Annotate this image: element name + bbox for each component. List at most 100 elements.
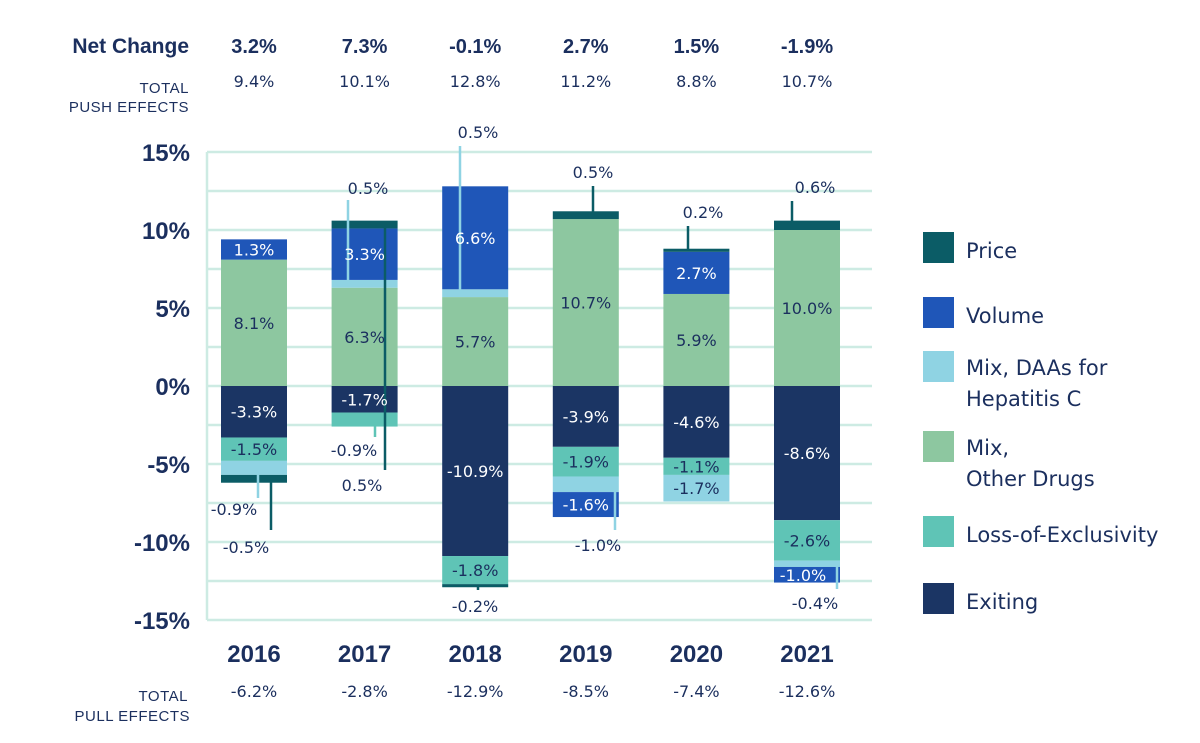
bar-mix-other-drugs: [221, 259, 287, 386]
y-tick-label: -5%: [147, 452, 190, 479]
segment-label: -1.7%: [341, 390, 387, 409]
pull-effect-value: -12.6%: [779, 682, 836, 701]
push-effect-value: 10.7%: [782, 72, 833, 91]
chart-footer-rows: -6.2% -2.8% -12.9% -8.5% -7.4% -12.6% TOTAL PUL…: [75, 682, 836, 725]
pull-effect-value: -7.4%: [673, 682, 719, 701]
segment-label: -1.6%: [563, 496, 609, 515]
net-change-heading: Net Change: [72, 35, 189, 58]
push-effects-heading: PUSH EFFECTS: [69, 99, 189, 116]
segment-label: -0.4%: [792, 594, 838, 613]
legend-swatch: [923, 232, 954, 263]
x-axis: 2016 2017 2018 2019 2020 2021: [227, 641, 833, 668]
net-change-value: -1.9%: [781, 36, 833, 58]
bar-price: [442, 584, 509, 588]
bar-loss-of-exclusivity: [774, 520, 840, 561]
push-effect-value: 12.8%: [450, 72, 501, 91]
segment-label: 0.5%: [342, 476, 383, 495]
bar-price: [552, 211, 619, 220]
bar-mix-daas-for-hepatitis-c: [663, 474, 730, 502]
push-effect-value: 9.4%: [234, 72, 275, 91]
legend-label: Other Drugs: [966, 467, 1095, 491]
y-tick-label: 5%: [155, 296, 190, 323]
segment-label: 10.7%: [560, 294, 611, 313]
segment-label: 1.3%: [234, 241, 275, 260]
bar-mix-daas-for-hepatitis-c: [442, 289, 509, 298]
bar-exiting: [663, 386, 730, 458]
bar-mix-daas-for-hepatitis-c: [774, 560, 840, 567]
net-change-value: 3.2%: [231, 36, 277, 58]
net-change-value: 7.3%: [342, 36, 388, 58]
callout-lines: [256, 146, 839, 590]
legend-label: Mix, DAAs for: [966, 356, 1108, 380]
y-tick-label: -10%: [134, 530, 190, 557]
bar-mix-daas-for-hepatitis-c: [221, 460, 287, 475]
y-tick-label: -15%: [134, 608, 190, 635]
segment-label: 0.5%: [348, 179, 389, 198]
legend-label: Hepatitis C: [966, 387, 1081, 411]
legend-label: Loss-of-Exclusivity: [966, 523, 1158, 547]
bar-exiting: [221, 386, 287, 438]
bar-mix-other-drugs: [442, 297, 509, 386]
bar-volume: [331, 228, 398, 280]
segment-label: -1.1%: [673, 457, 719, 476]
bar-loss-of-exclusivity: [663, 457, 730, 475]
legend: Price Volume Mix, DAAs for Hepatitis C Mix, O…: [923, 232, 1158, 614]
segment-label: 10.0%: [782, 299, 833, 318]
x-tick-label: 2016: [227, 641, 280, 668]
segment-label: 0.5%: [458, 123, 499, 142]
segment-label: -1.5%: [231, 440, 277, 459]
y-axis: 15% 10% 5% 0% -5% -10% -15%: [134, 140, 190, 635]
segment-label: -2.6%: [784, 531, 830, 550]
segment-label: 5.9%: [676, 331, 717, 350]
legend-swatch: [923, 583, 954, 614]
y-tick-label: 10%: [142, 218, 190, 245]
bar-mix-daas-for-hepatitis-c: [331, 279, 398, 288]
bar-exiting: [442, 386, 509, 557]
x-tick-label: 2020: [670, 641, 723, 668]
segment-label: 8.1%: [234, 314, 275, 333]
bar-price: [774, 220, 840, 230]
segment-label: -0.9%: [331, 441, 377, 460]
x-tick-label: 2019: [559, 641, 612, 668]
segment-label: 0.6%: [795, 178, 836, 197]
segment-label: -8.6%: [784, 444, 830, 463]
segment-label: -3.3%: [231, 403, 277, 422]
pull-effect-value: -2.8%: [341, 682, 387, 701]
segment-label: 6.3%: [344, 328, 385, 347]
segment-label: -4.6%: [673, 413, 719, 432]
chart-header-rows: Net Change TOTAL PUSH EFFECTS 3.2% 9.4% 7.3% 1…: [69, 35, 834, 116]
segment-label: -0.9%: [211, 500, 257, 519]
bar-volume: [552, 492, 619, 518]
bar-exiting: [331, 386, 398, 413]
net-change-value: 2.7%: [563, 36, 609, 58]
bar-loss-of-exclusivity: [442, 556, 509, 585]
x-tick-label: 2021: [780, 641, 833, 668]
x-tick-label: 2017: [338, 641, 391, 668]
net-change-value: 1.5%: [674, 36, 720, 58]
segment-label: -10.9%: [447, 462, 504, 481]
segment-label: 0.2%: [683, 203, 724, 222]
segment-labels: 8.1% 1.3% -3.3% -1.5% -0.9% -0.5% 6.3% 0.5% 3.3%…: [211, 123, 838, 616]
bar-mix-daas-for-hepatitis-c: [552, 476, 619, 493]
push-effects-heading: TOTAL: [140, 80, 189, 97]
pull-effect-value: -12.9%: [447, 682, 504, 701]
legend-swatch: [923, 516, 954, 547]
legend-swatch: [923, 431, 954, 462]
pull-effects-heading: TOTAL: [139, 688, 188, 705]
segment-label: -1.7%: [673, 479, 719, 498]
bar-mix-other-drugs: [663, 293, 730, 386]
bar-mix-other-drugs: [331, 287, 398, 386]
segment-label: -0.2%: [452, 597, 498, 616]
segment-label: 6.6%: [455, 229, 496, 248]
segment-label: 3.3%: [344, 245, 385, 264]
bar-mix-other-drugs: [774, 230, 840, 386]
segment-label: -1.9%: [563, 453, 609, 472]
y-tick-label: 0%: [155, 374, 190, 401]
segment-label: -1.0%: [780, 566, 826, 585]
pull-effect-value: -8.5%: [563, 682, 609, 701]
bar-loss-of-exclusivity: [221, 437, 287, 461]
pull-effect-value: -6.2%: [231, 682, 277, 701]
segment-label: 5.7%: [455, 333, 496, 352]
bar-price: [221, 474, 287, 483]
bar-exiting: [774, 386, 840, 521]
